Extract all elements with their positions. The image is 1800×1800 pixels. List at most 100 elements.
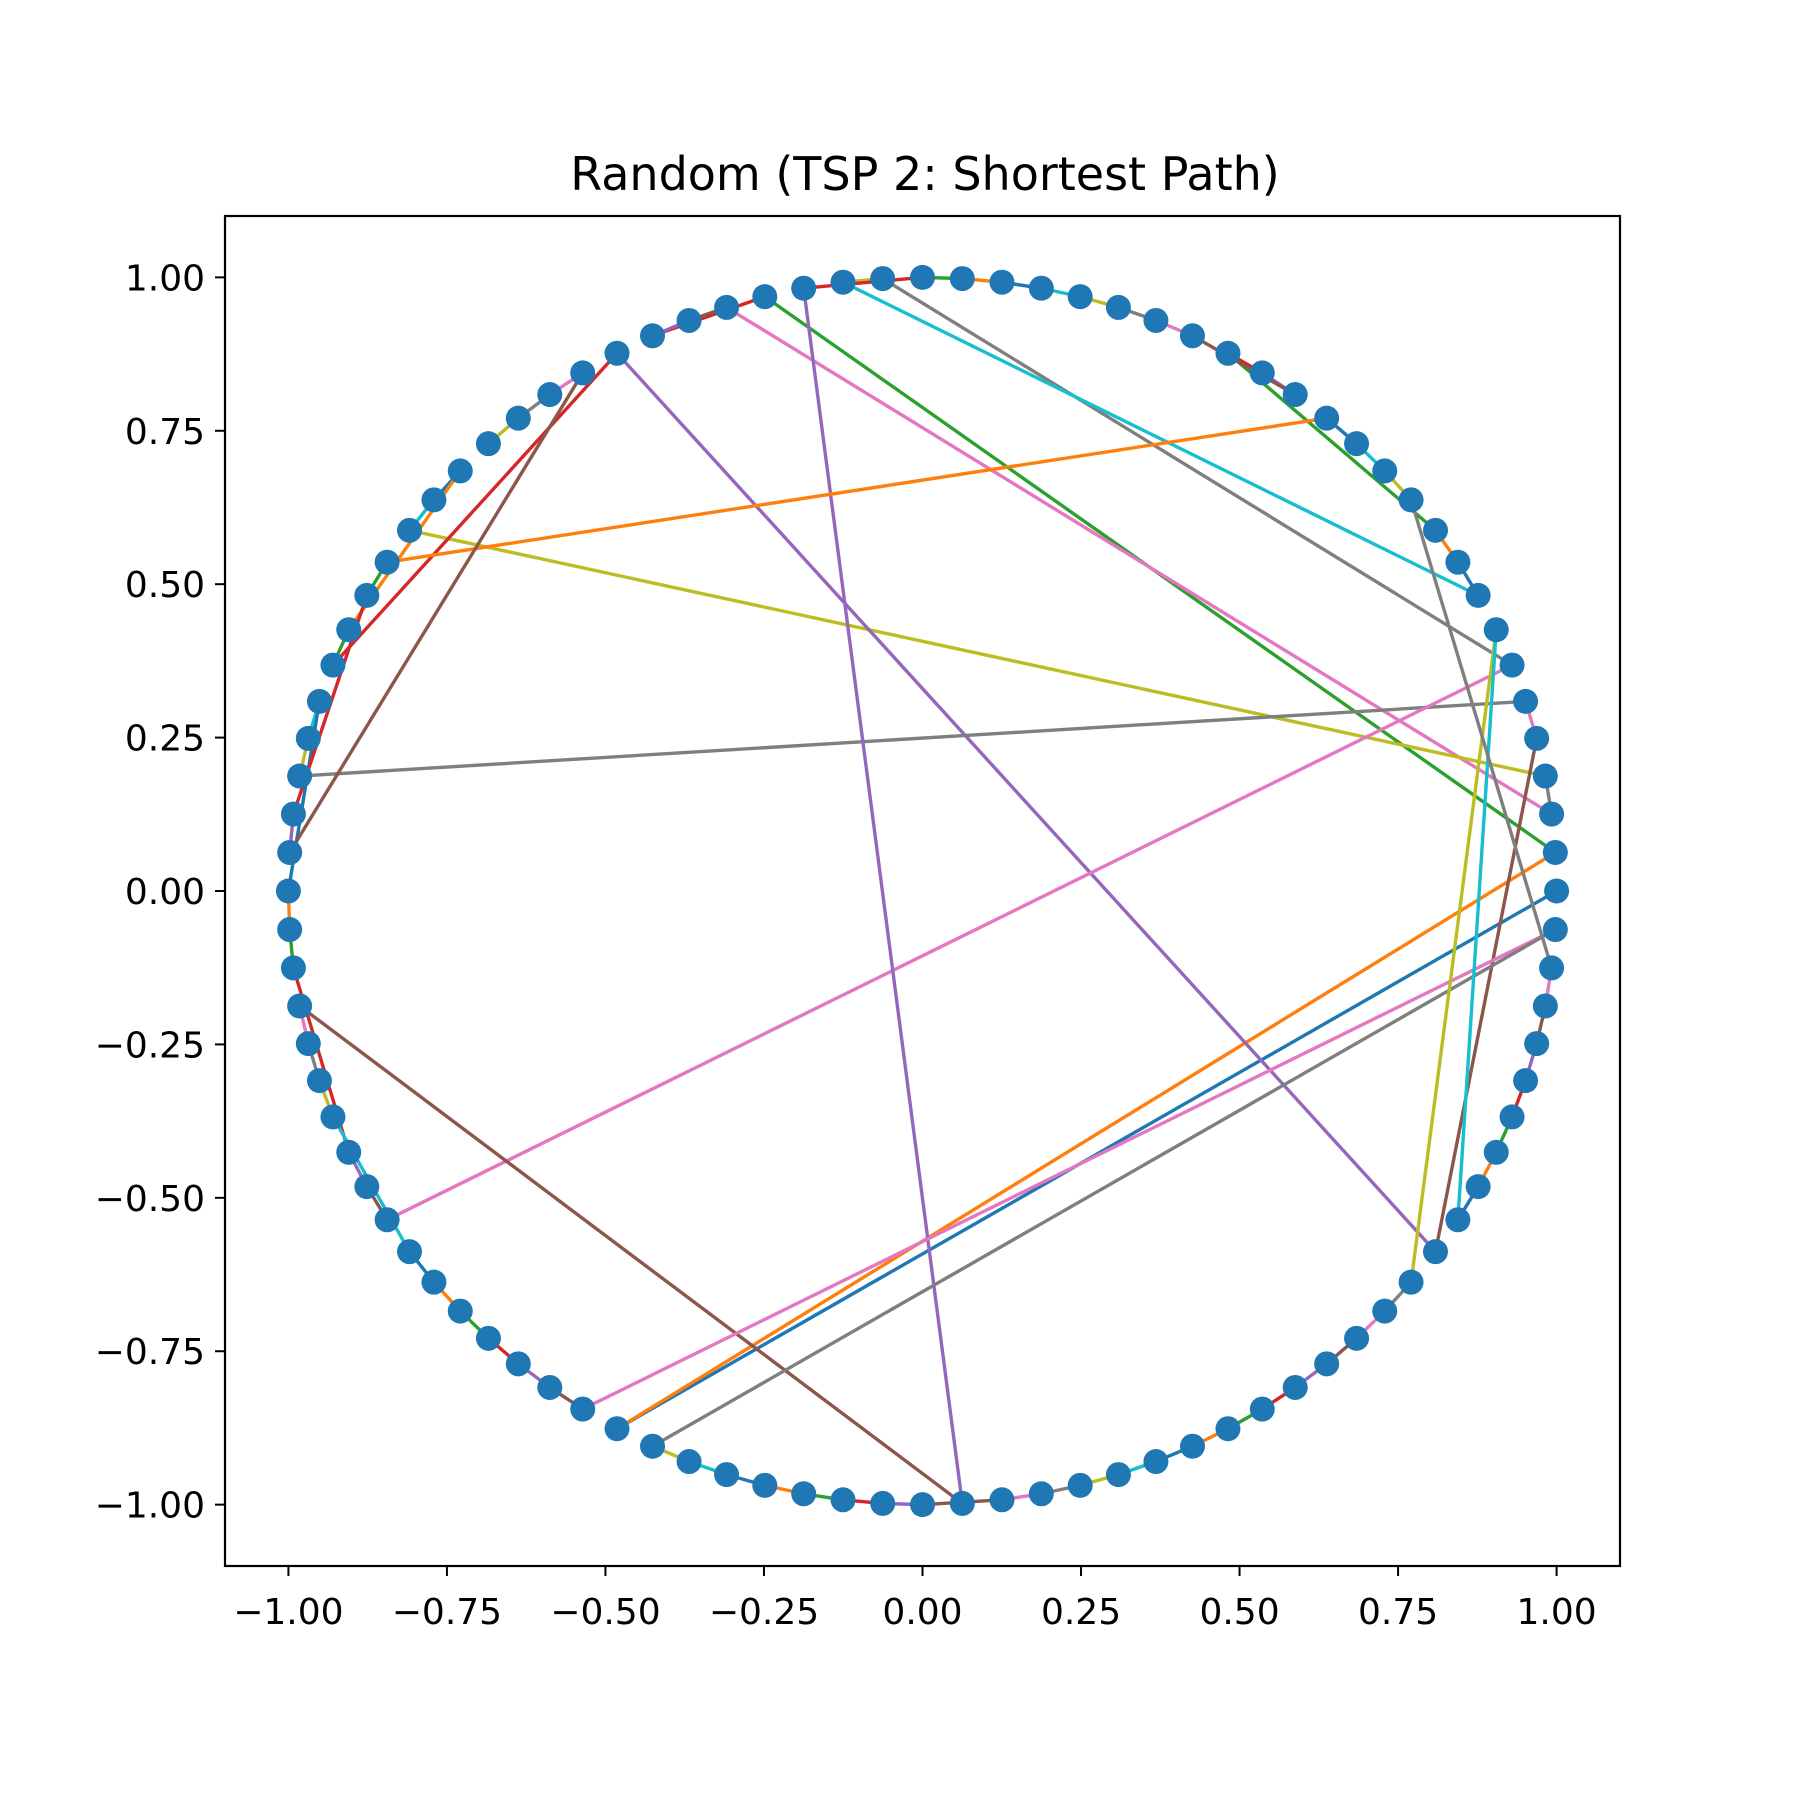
- city-node: [640, 1433, 666, 1459]
- city-node: [1282, 1374, 1308, 1400]
- city-node: [1179, 1433, 1205, 1459]
- tour-edge: [288, 372, 585, 854]
- city-node: [1344, 431, 1370, 457]
- city-node: [1215, 340, 1241, 366]
- city-node: [830, 1487, 856, 1513]
- plot-frame: [223, 214, 1622, 1568]
- tour-edge: [651, 928, 1557, 1448]
- city-node: [421, 1269, 447, 1295]
- city-node: [287, 993, 313, 1019]
- y-tick-label: 0.00: [125, 872, 205, 913]
- city-node: [287, 763, 313, 789]
- city-node: [1249, 1396, 1275, 1422]
- city-node: [1372, 458, 1398, 484]
- city-node: [354, 1174, 380, 1200]
- city-node: [830, 269, 856, 295]
- city-node: [306, 688, 332, 714]
- x-tick-label: 0.00: [882, 1592, 962, 1633]
- city-node: [1067, 284, 1093, 310]
- tour-edge: [1456, 629, 1498, 1220]
- city-node: [1372, 1298, 1398, 1324]
- city-node: [1544, 878, 1570, 904]
- city-node: [791, 1481, 817, 1507]
- city-node: [1539, 801, 1565, 827]
- city-node: [1465, 1174, 1491, 1200]
- city-node: [295, 725, 321, 751]
- city-node: [475, 431, 501, 457]
- city-node: [1483, 617, 1509, 643]
- city-node: [1143, 1449, 1169, 1475]
- city-node: [336, 617, 362, 643]
- city-node: [1532, 993, 1558, 1019]
- city-node: [1398, 1269, 1424, 1295]
- x-tick-label: 0.50: [1199, 1592, 1279, 1633]
- y-tick-label: 0.25: [125, 719, 205, 760]
- city-node: [989, 269, 1015, 295]
- chart-title: Random (TSP 2: Shortest Path): [570, 147, 1279, 201]
- y-tick-label: 0.50: [125, 565, 205, 606]
- city-node: [277, 917, 303, 943]
- city-node: [280, 801, 306, 827]
- y-tick-label: 0.75: [125, 412, 205, 453]
- city-node: [421, 487, 447, 513]
- city-node: [910, 264, 935, 290]
- city-node: [1499, 652, 1525, 678]
- city-node: [505, 1351, 531, 1377]
- city-node: [1282, 382, 1308, 408]
- city-node: [320, 1104, 346, 1130]
- city-node: [1143, 307, 1169, 333]
- tour-edge: [386, 416, 1327, 564]
- city-node: [604, 340, 630, 366]
- x-tick-label: −1.00: [233, 1592, 343, 1633]
- city-node: [752, 1472, 778, 1498]
- tour-edge: [581, 928, 1557, 1411]
- city-node: [604, 1416, 630, 1442]
- city-node: [752, 284, 778, 310]
- city-node: [989, 1487, 1015, 1513]
- city-node: [1344, 1325, 1370, 1351]
- tour-edge: [386, 663, 1513, 1222]
- city-node: [277, 839, 303, 865]
- city-node: [374, 1207, 400, 1233]
- tour-edge: [331, 352, 619, 667]
- city-node: [336, 1139, 362, 1165]
- city-node: [791, 275, 817, 301]
- city-node: [306, 1068, 332, 1094]
- city-node: [1513, 1068, 1539, 1094]
- y-axis: 1.00 0.75 0.50 0.25 0.00 −0.25 −0.50 −0.75 −1.00: [95, 258, 225, 1527]
- city-node: [676, 307, 702, 333]
- city-node: [1524, 1031, 1550, 1057]
- tour-edge: [299, 699, 1526, 778]
- y-tick-label: −1.00: [95, 1486, 205, 1527]
- city-node: [447, 458, 473, 484]
- city-node: [1524, 725, 1550, 751]
- city-node: [1445, 1207, 1471, 1233]
- city-node: [295, 1031, 321, 1057]
- y-tick-label: −0.50: [95, 1179, 205, 1220]
- x-tick-label: −0.50: [550, 1592, 660, 1633]
- city-node: [505, 405, 531, 431]
- city-node: [1398, 487, 1424, 513]
- x-tick-label: −0.25: [709, 1592, 819, 1633]
- city-node: [1028, 275, 1054, 301]
- city-node: [374, 549, 400, 575]
- city-node: [640, 323, 666, 349]
- city-node: [1422, 517, 1448, 543]
- city-node: [1179, 323, 1205, 349]
- city-node: [870, 1490, 896, 1516]
- city-node: [949, 266, 975, 292]
- y-tick-label: 1.00: [125, 258, 205, 299]
- tour-edges: [286, 275, 1558, 1507]
- city-node: [275, 878, 301, 904]
- city-node: [320, 652, 346, 678]
- city-node: [1028, 1481, 1054, 1507]
- tour-edge: [615, 352, 1437, 1253]
- x-tick-label: 0.75: [1358, 1592, 1438, 1633]
- tour-edge: [298, 1004, 964, 1505]
- city-node: [354, 582, 380, 608]
- city-node: [1483, 1139, 1509, 1165]
- city-node: [1249, 360, 1275, 386]
- x-tick-label: −0.75: [392, 1592, 502, 1633]
- y-tick-label: −0.25: [95, 1025, 205, 1066]
